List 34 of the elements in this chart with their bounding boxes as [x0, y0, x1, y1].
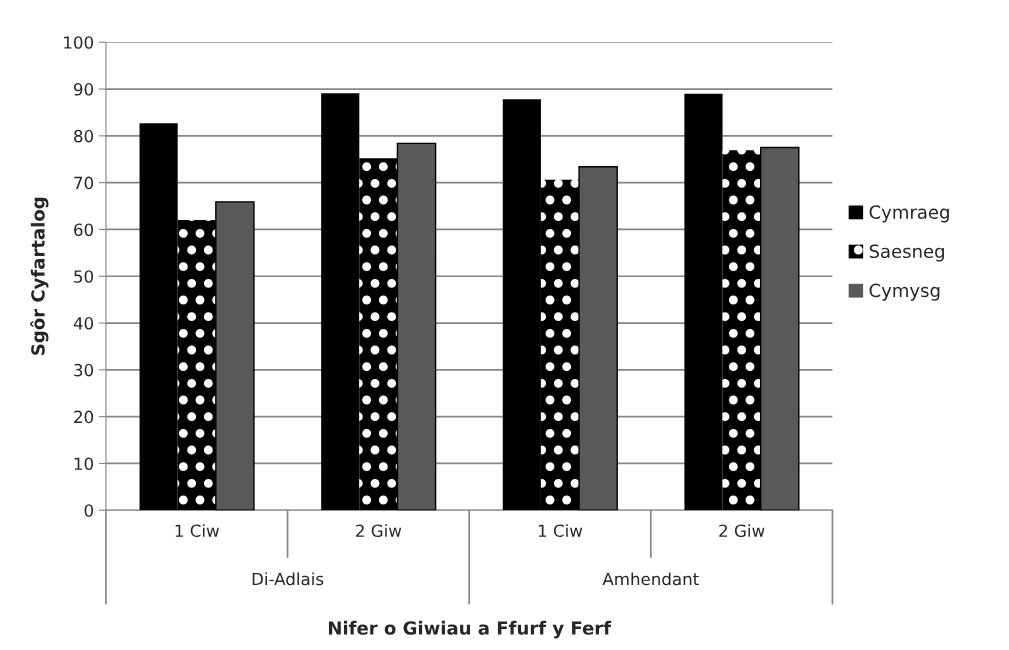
bar	[396, 142, 437, 511]
x-tick-label: 2 Giw	[356, 524, 402, 538]
y-tick-label: 20	[74, 410, 94, 424]
x-axis-title: Nifer o Giwiau a Ffurf y Ferf	[328, 620, 612, 639]
bar	[684, 93, 723, 511]
x-tick-label: 1 Ciw	[538, 524, 583, 538]
legend-label: Cymysg	[869, 283, 940, 301]
bar	[139, 123, 178, 511]
x-tick-label: 1 Ciw	[175, 524, 219, 538]
y-tick-label: 90	[73, 83, 94, 96]
bar	[540, 179, 580, 511]
bar	[215, 201, 255, 511]
bar	[359, 158, 398, 511]
legend-label: Saesneg	[869, 244, 944, 262]
bar	[722, 150, 761, 511]
y-tick-label: 100	[64, 36, 94, 49]
y-tick-label: 60	[74, 223, 94, 237]
y-tick-label: 50	[74, 270, 94, 283]
y-tick-label: 30	[74, 363, 94, 377]
y-tick-label: 40	[73, 317, 94, 330]
y-tick-label: 70	[74, 176, 94, 190]
y-tick-label: 10	[74, 457, 94, 471]
bar	[502, 99, 541, 511]
y-tick-label: 80	[74, 129, 94, 143]
text: Di-Adlais	[252, 572, 324, 586]
bar	[177, 220, 216, 511]
legend-label: Cymraeg	[869, 205, 949, 223]
text: Amhendant	[602, 572, 699, 586]
bar	[759, 146, 800, 511]
x-tick-label: 2 Giw	[719, 524, 765, 538]
bar	[578, 166, 618, 511]
bar	[321, 93, 360, 511]
y-axis-title: Sgôr Cyfartalog	[30, 197, 49, 355]
y-tick-label: 0	[84, 504, 94, 517]
